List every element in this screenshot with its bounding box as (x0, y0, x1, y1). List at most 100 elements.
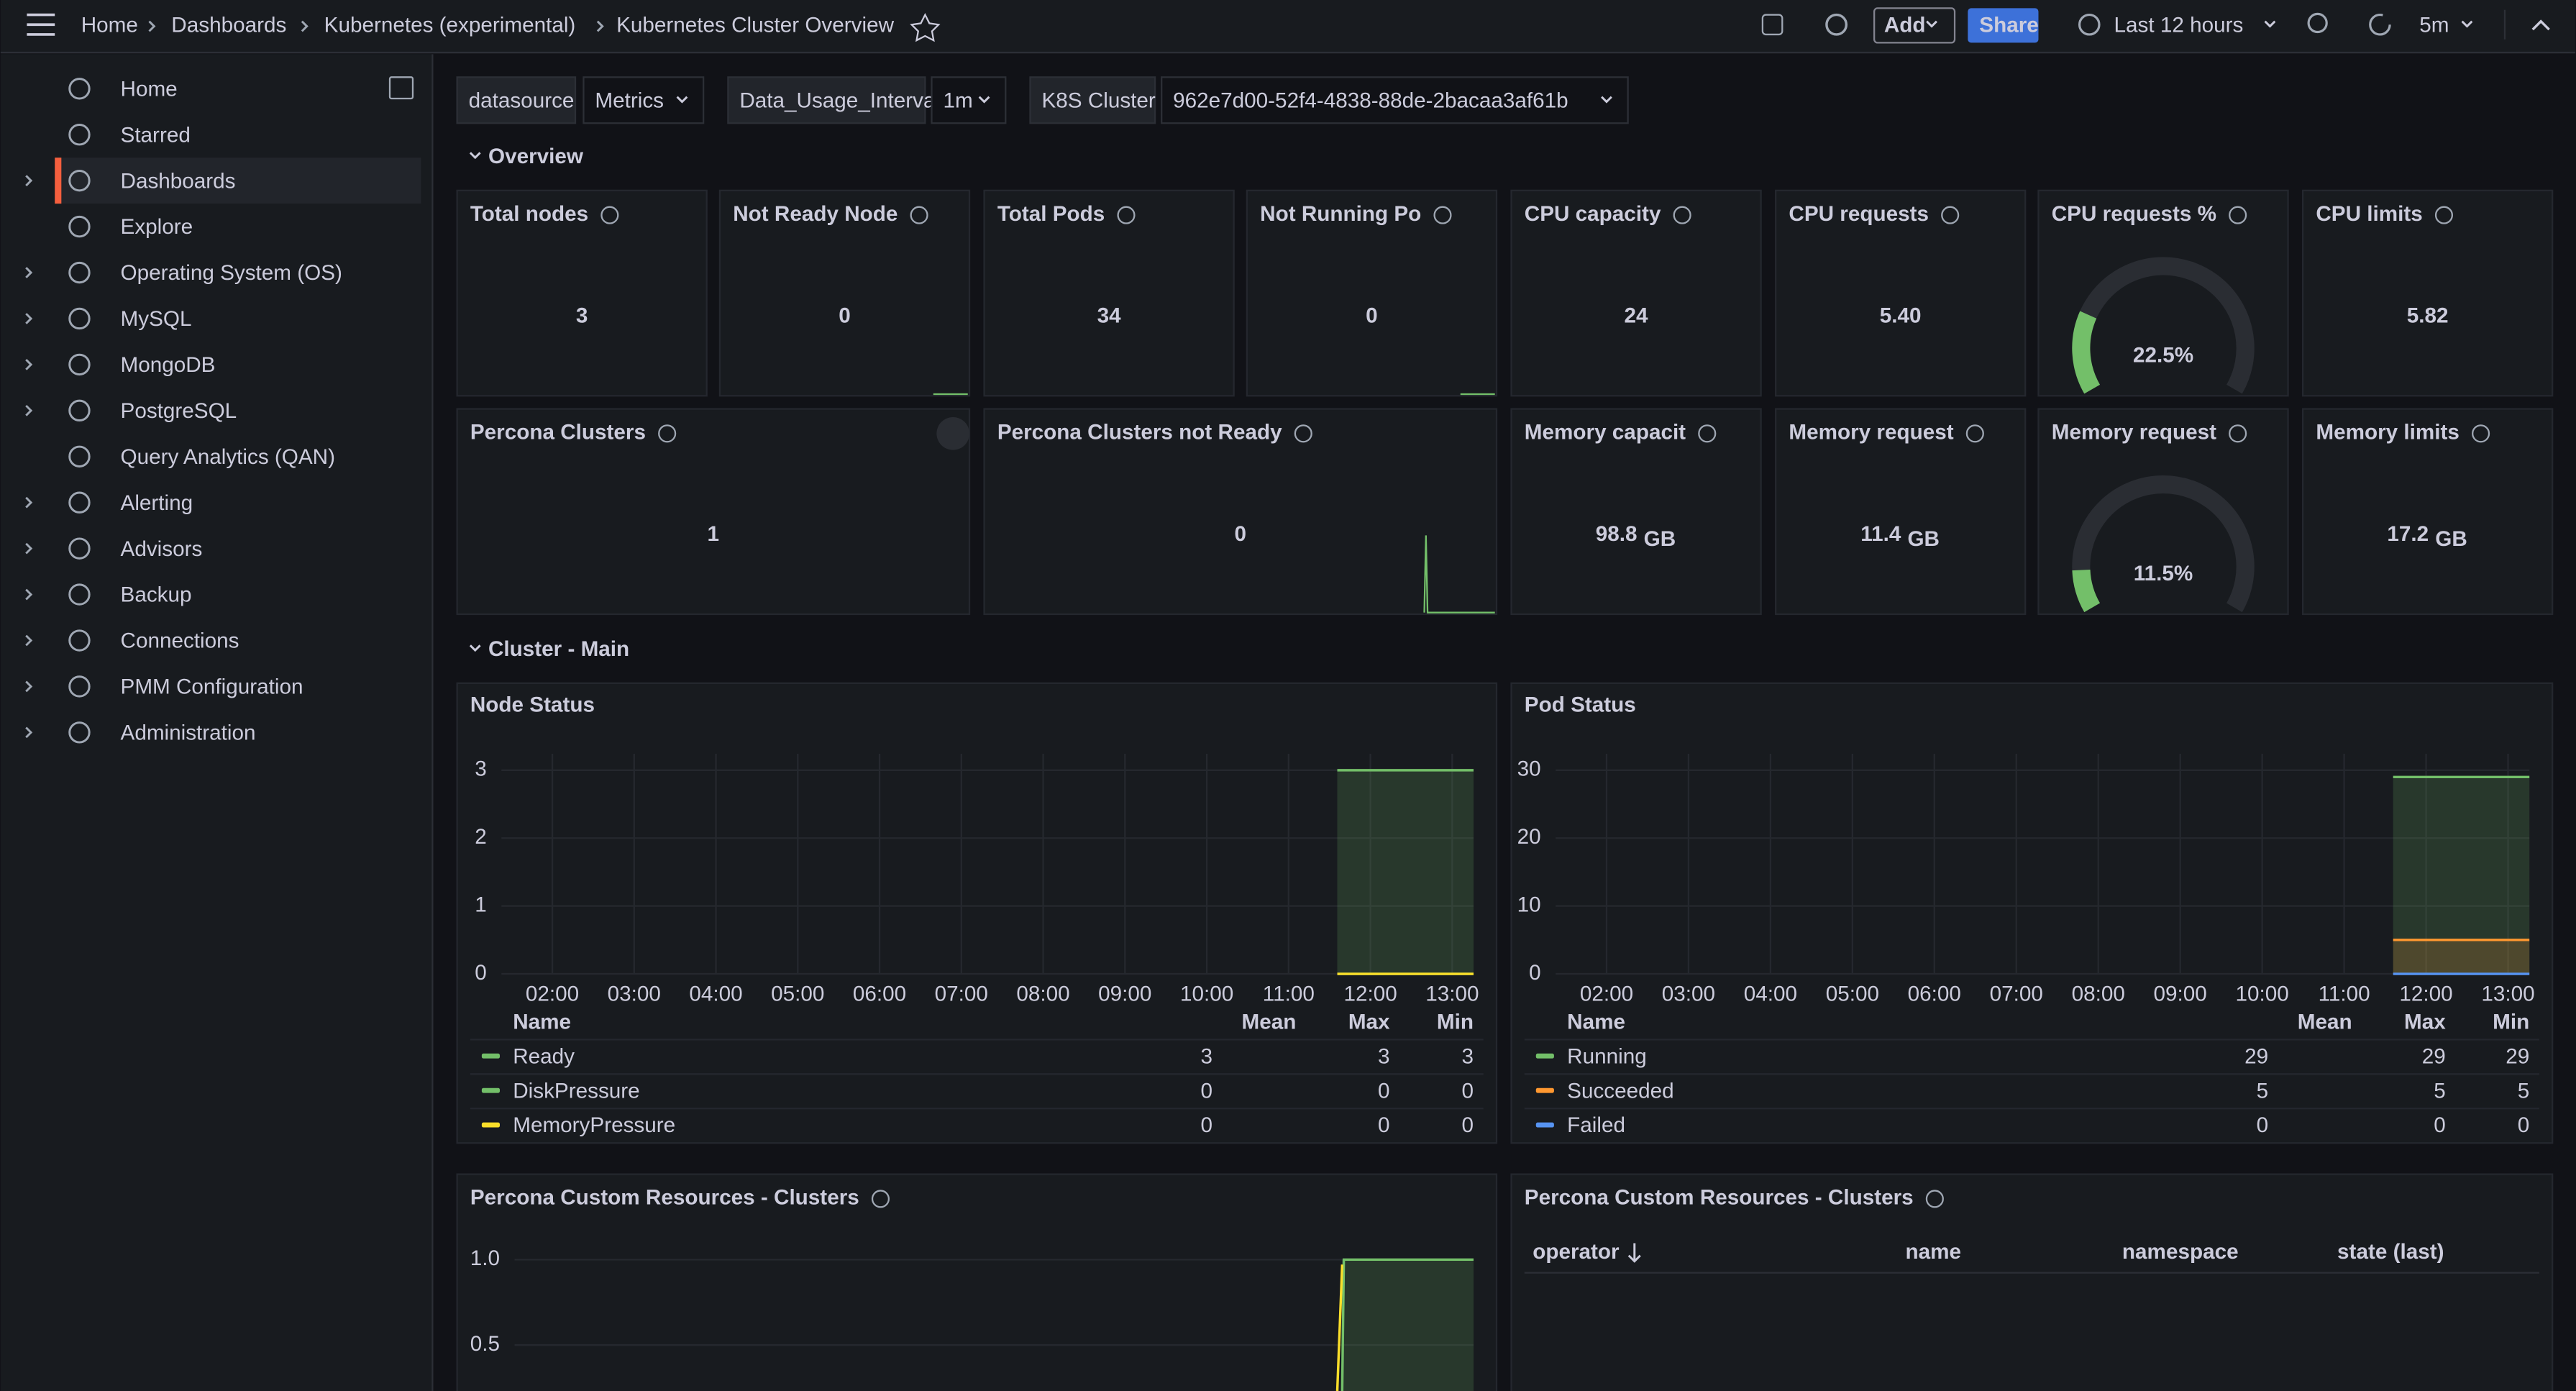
active-indicator (55, 158, 61, 204)
y-tick-label: 3 (475, 757, 487, 781)
legend-name[interactable]: Succeeded (1567, 1079, 1673, 1103)
panel-title[interactable]: Memory capacit (1525, 421, 1686, 444)
legend-header[interactable]: Name (1567, 1010, 1625, 1034)
table-header[interactable]: operator (1533, 1240, 1620, 1264)
stat-value: 34 (1097, 304, 1122, 328)
nav-item[interactable]: MySQL (121, 307, 192, 331)
nav-item[interactable]: PostgreSQL (121, 399, 237, 423)
y-tick-label: 1 (475, 893, 487, 916)
legend-name[interactable]: Ready (513, 1044, 575, 1068)
nav-item[interactable]: Advisors (121, 537, 203, 561)
panel-title[interactable]: CPU capacity (1525, 202, 1661, 226)
stat-value: 11.4 (1860, 522, 1901, 546)
legend-name[interactable]: Failed (1567, 1113, 1625, 1137)
panel-title[interactable]: Not Ready Node (733, 202, 898, 226)
panel-title[interactable]: Percona Custom Resources - Clusters (470, 1186, 859, 1210)
panel-menu[interactable] (936, 417, 969, 450)
legend-max: 5 (2434, 1079, 2446, 1103)
legend-mean: 0 (1200, 1079, 1212, 1103)
legend-mean: 3 (1200, 1044, 1212, 1068)
panel-title[interactable]: Memory limits (2316, 421, 2459, 444)
nav-item[interactable]: Alerting (121, 491, 193, 515)
nav-item[interactable]: Explore (121, 215, 193, 239)
variable-value[interactable]: 962e7d00-52f4-4838-88de-2bacaa3af61b (1173, 88, 1568, 112)
section-title[interactable]: Overview (488, 145, 584, 168)
x-tick-label: 06:00 (1908, 982, 1961, 1006)
panel-title[interactable]: Percona Custom Resources - Clusters (1525, 1186, 1914, 1210)
breadcrumb[interactable]: Kubernetes Cluster Overview (616, 13, 894, 37)
legend-name[interactable]: DiskPressure (513, 1079, 639, 1103)
nav-item[interactable]: Home (121, 77, 178, 101)
y-tick-label: 20 (1517, 825, 1541, 849)
time-range[interactable]: Last 12 hours (2114, 13, 2244, 37)
legend-header[interactable]: Max (1348, 1010, 1390, 1034)
panel-title[interactable]: CPU limits (2316, 202, 2422, 226)
add-label[interactable]: Add (1884, 13, 1926, 37)
table-header[interactable]: state (last) (2337, 1240, 2444, 1264)
nav-item[interactable]: Connections (121, 629, 239, 653)
x-tick-label: 09:00 (2154, 982, 2207, 1006)
variable-value[interactable]: Metrics (595, 88, 664, 112)
legend-header[interactable]: Max (2404, 1010, 2446, 1034)
breadcrumb[interactable]: Home (81, 13, 138, 37)
variable-value[interactable]: 1m (943, 88, 972, 112)
share-label[interactable]: Share (1979, 13, 2038, 37)
legend-header[interactable]: Name (513, 1010, 571, 1034)
panel-title[interactable]: Percona Clusters (470, 421, 646, 444)
gauge-label: 22.5% (2133, 343, 2193, 367)
nav-item[interactable]: Operating System (OS) (121, 261, 342, 285)
variable-label: datasource (469, 88, 575, 112)
legend-header[interactable]: Min (2493, 1010, 2529, 1034)
legend-min: 29 (2506, 1044, 2529, 1068)
panel-title[interactable]: Memory request (1789, 421, 1953, 444)
panel-title[interactable]: Total Pods (997, 202, 1105, 226)
panel-title[interactable]: Total nodes (470, 202, 588, 226)
x-tick-label: 08:00 (1016, 982, 1069, 1006)
nav-item[interactable]: MongoDB (121, 353, 216, 377)
legend-name[interactable]: Running (1567, 1044, 1647, 1068)
breadcrumb[interactable]: Kubernetes (experimental) (324, 13, 576, 37)
x-tick-label: 02:00 (1580, 982, 1633, 1006)
legend-swatch (482, 1123, 500, 1128)
gauge-value (2081, 570, 2092, 608)
panel-title[interactable]: Node Status (470, 693, 595, 717)
legend-mean: 0 (2257, 1113, 2269, 1137)
y-tick-label: 0 (1529, 961, 1541, 985)
nav-item[interactable]: Dashboards (121, 169, 236, 193)
panel-title[interactable]: Memory request (2052, 421, 2216, 444)
nav-item[interactable]: Administration (121, 721, 256, 745)
panel-title[interactable]: Pod Status (1525, 693, 1636, 717)
legend-header[interactable]: Mean (2298, 1010, 2352, 1034)
nav-item[interactable]: Query Analytics (QAN) (121, 445, 335, 469)
nav-item[interactable]: Starred (121, 123, 191, 147)
x-tick-label: 05:00 (1826, 982, 1879, 1006)
legend-header[interactable]: Min (1437, 1010, 1474, 1034)
legend-swatch (1536, 1088, 1554, 1093)
stat-value: 0 (1366, 304, 1378, 328)
series-area (1342, 1259, 1474, 1391)
stat-value: 24 (1625, 304, 1649, 328)
section-title[interactable]: Cluster - Main (488, 637, 629, 661)
legend-min: 3 (1462, 1044, 1474, 1068)
table-header[interactable]: name (1906, 1240, 1962, 1264)
legend-header[interactable]: Mean (1242, 1010, 1297, 1034)
table-header[interactable]: namespace (2122, 1240, 2239, 1264)
legend-name[interactable]: MemoryPressure (513, 1113, 675, 1137)
panel-title[interactable]: Percona Clusters not Ready (997, 421, 1282, 444)
x-tick-label: 02:00 (526, 982, 579, 1006)
nav-item[interactable]: PMM Configuration (121, 675, 303, 699)
breadcrumb[interactable]: Dashboards (171, 13, 286, 37)
panel-title[interactable]: CPU requests (1789, 202, 1929, 226)
refresh-interval[interactable]: 5m (2419, 13, 2449, 37)
panel-title[interactable]: CPU requests % (2052, 202, 2216, 226)
nav-item[interactable]: Backup (121, 583, 192, 607)
stat-value: 0 (1235, 522, 1247, 546)
legend-min: 0 (1462, 1079, 1474, 1103)
legend-mean: 29 (2244, 1044, 2268, 1068)
series-area (1338, 770, 1474, 974)
legend-swatch (1536, 1054, 1554, 1059)
panel-title[interactable]: Not Running Po (1260, 202, 1421, 226)
x-tick-label: 09:00 (1098, 982, 1151, 1006)
